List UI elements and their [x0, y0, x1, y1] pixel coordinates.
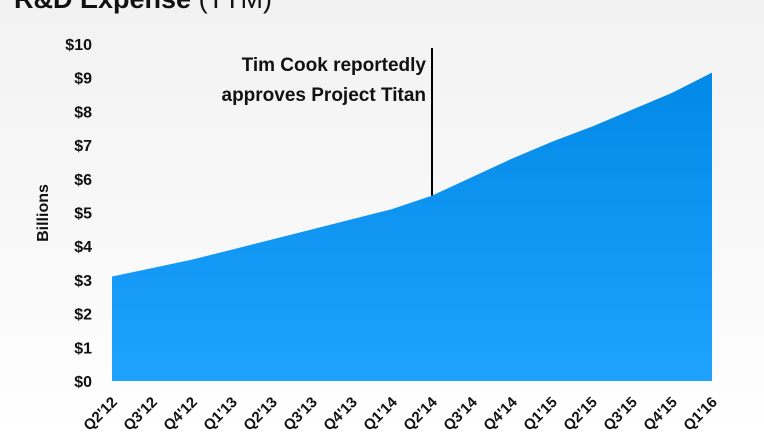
x-tick-label: Q4'14	[480, 393, 521, 432]
x-tick-label: Q4'15	[640, 394, 680, 432]
x-tick-label: Q3'14	[440, 393, 481, 432]
y-tick-label: $8	[74, 104, 92, 121]
x-tick-label: Q3'12	[120, 394, 160, 432]
chart-title-main: R&D Expense	[14, 0, 191, 14]
y-tick-label: $1	[74, 340, 92, 357]
x-tick-label: Q2'12	[80, 394, 120, 432]
x-tick-label: Q1'15	[520, 394, 560, 432]
y-tick-label: $2	[74, 307, 92, 324]
y-tick-label: $0	[74, 374, 92, 391]
chart-title-suffix: (TTM)	[199, 0, 272, 14]
y-tick-label: $6	[74, 172, 92, 189]
y-tick-label: $3	[74, 273, 92, 290]
y-tick-label: $7	[74, 138, 92, 155]
area-series	[112, 72, 712, 382]
x-axis-ticks: Q2'12 Q3'12 Q4'12 Q1'13 Q2'13 Q3'13 Q4'13 Q1'14…	[80, 393, 720, 432]
x-tick-label: Q2'15	[560, 394, 600, 432]
annotation-text-line: approves Project Titan	[222, 85, 427, 106]
x-tick-label: Q4'13	[320, 394, 360, 432]
y-axis-ticks: $0 $1 $2 $3 $4 $5 $6 $7 $8 $9 $10	[65, 37, 92, 391]
x-tick-label: Q2'13	[240, 394, 280, 432]
y-tick-label: $4	[74, 239, 92, 256]
y-tick-label: $5	[74, 206, 92, 223]
x-tick-label: Q3'13	[280, 394, 320, 432]
y-tick-label: $9	[74, 71, 92, 88]
x-tick-label: Q1'13	[200, 394, 240, 432]
x-tick-label: Q3'15	[600, 394, 640, 432]
x-tick-label: Q1'14	[360, 393, 401, 432]
x-tick-label: Q1'16	[680, 394, 720, 432]
chart-title: R&D Expense (TTM)	[14, 0, 272, 15]
annotation-text-line: Tim Cook reportedly	[242, 55, 427, 76]
annotation: Tim Cook reportedly approves Project Tita…	[222, 48, 433, 196]
y-tick-label: $10	[65, 37, 92, 54]
x-tick-label: Q4'12	[160, 394, 200, 432]
x-tick-label: Q2'14	[400, 393, 441, 432]
